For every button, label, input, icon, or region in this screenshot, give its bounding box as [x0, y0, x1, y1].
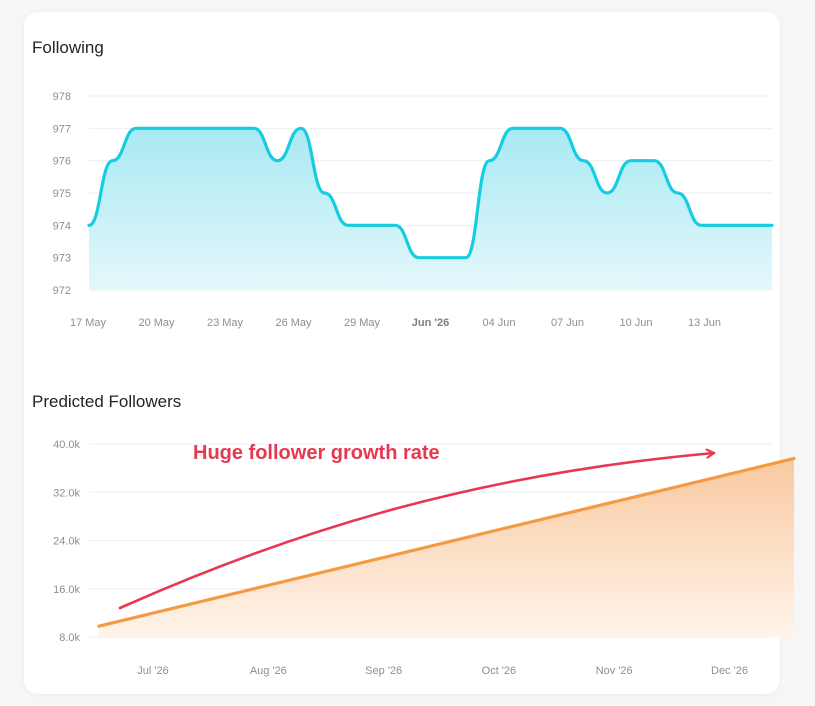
predicted-y-tick: 8.0k [59, 632, 80, 644]
following-x-tick: 17 May [70, 317, 107, 329]
following-series-line [87, 126, 774, 260]
predicted-y-tick: 40.0k [53, 439, 80, 451]
following-y-tick: 976 [53, 156, 71, 168]
predicted-series-line [97, 456, 796, 628]
predicted-x-tick: Nov '26 [596, 665, 633, 677]
following-chart: 978 977 976 975 974 973 972 17 May 20 May 23 May 2… [53, 91, 774, 329]
annotation-arrow [118, 453, 716, 610]
predicted-x-tick: Dec '26 [711, 665, 748, 677]
following-x-tick: 04 Jun [482, 317, 515, 329]
following-y-tick: 974 [53, 220, 71, 232]
following-y-tick: 977 [53, 123, 71, 135]
following-x-tick: Jun '26 [412, 317, 449, 329]
following-chart-title: Following [32, 38, 104, 57]
predicted-y-tick: 16.0k [53, 584, 80, 596]
following-x-tick: 26 May [275, 317, 312, 329]
predicted-y-tick: 32.0k [53, 487, 80, 499]
following-x-tick: 07 Jun [551, 317, 584, 329]
predicted-x-tick: Aug '26 [250, 665, 287, 677]
following-x-tick: 23 May [207, 317, 244, 329]
following-x-tick: 13 Jun [688, 317, 721, 329]
following-x-tick: 10 Jun [619, 317, 652, 329]
following-y-tick: 973 [53, 253, 71, 265]
predicted-y-tick: 24.0k [53, 536, 80, 548]
predicted-x-tick: Sep '26 [365, 665, 402, 677]
following-x-tick: 20 May [138, 317, 175, 329]
predicted-x-tick: Oct '26 [482, 665, 517, 677]
following-y-tick: 972 [53, 285, 71, 297]
annotation-text: Huge follower growth rate [193, 442, 440, 464]
following-x-tick: 29 May [344, 317, 381, 329]
predicted-chart-title: Predicted Followers [32, 392, 182, 411]
following-area [89, 128, 772, 290]
following-y-tick: 975 [53, 188, 71, 200]
following-y-tick: 978 [53, 91, 71, 103]
predicted-x-tick: Jul '26 [137, 665, 168, 677]
predicted-area [98, 458, 795, 637]
